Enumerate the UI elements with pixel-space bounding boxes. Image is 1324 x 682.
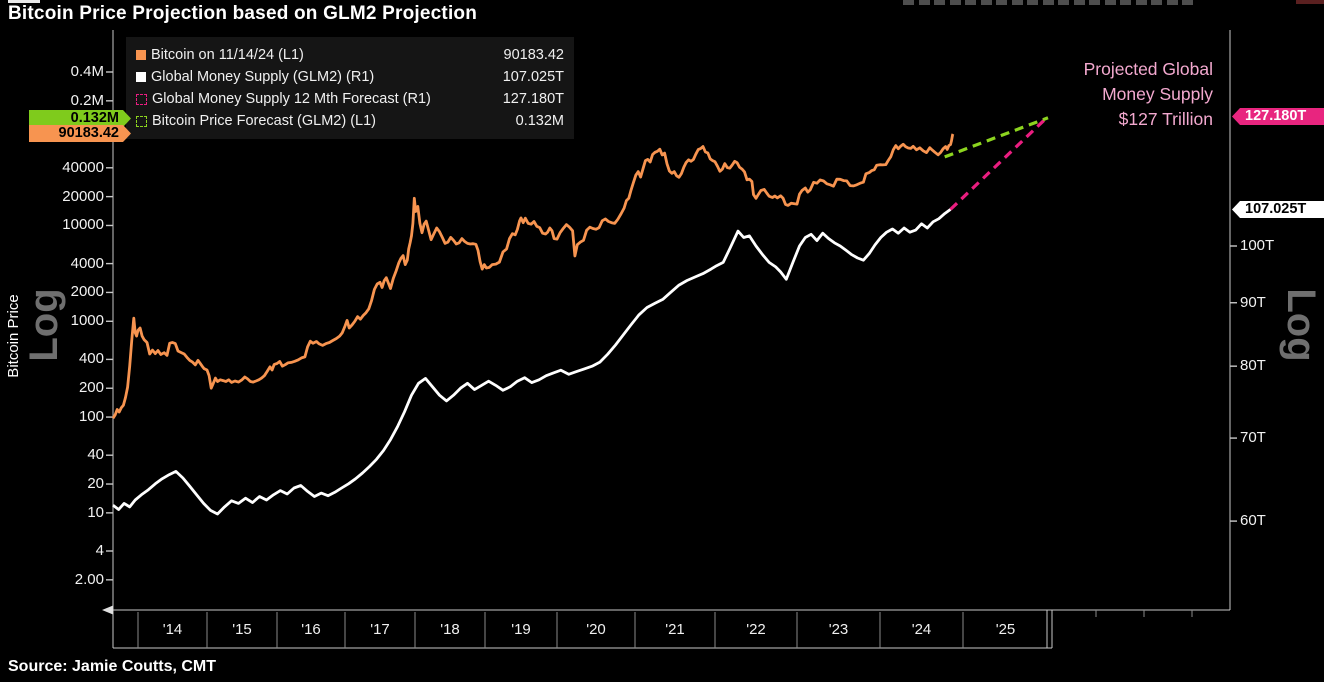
- source-line: Source: Jamie Coutts, CMT: [8, 658, 217, 675]
- right-axis-log-watermark: Log: [1279, 288, 1323, 362]
- x-axis-tick-label: '14: [162, 621, 183, 638]
- right-axis-tick-label: 60T: [1240, 512, 1266, 530]
- right-axis-tick-label: 80T: [1240, 357, 1266, 375]
- x-axis-tick-label: '23: [828, 621, 849, 638]
- x-axis-tick-label: '18: [440, 621, 460, 638]
- left-axis-tick-label: 4000: [70, 254, 104, 272]
- right-axis-tick-label: 70T: [1240, 429, 1266, 447]
- axis-badge-127-180t: 127.180T: [1232, 108, 1324, 125]
- right-axis-tick-label: 100T: [1240, 237, 1275, 254]
- x-axis-tick-label: '25: [995, 621, 1016, 638]
- x-axis-tick-label: '24: [911, 621, 932, 638]
- left-axis-tick-label: 400: [78, 350, 104, 368]
- left-axis-tick-label: 20: [87, 475, 104, 493]
- series-line-global-money-supply-12-mth-forecast: [949, 115, 1050, 211]
- left-axis-tick-label: 2.00: [74, 570, 104, 588]
- left-axis-tick-label: 40000: [62, 158, 104, 176]
- left-axis-tick-label: 4: [95, 541, 104, 559]
- x-axis-tick-label: '16: [301, 621, 321, 638]
- x-axis-tick-label: '21: [665, 621, 685, 638]
- annotation-line: Projected Global: [1083, 59, 1213, 79]
- legend-item-gms-forecast[interactable]: Global Money Supply 12 Mth Forecast (R1)…: [136, 88, 564, 110]
- annotation-line: $127 Trillion: [1118, 109, 1213, 129]
- x-axis-tick-label: '17: [370, 621, 390, 638]
- legend-item-bitcoin[interactable]: Bitcoin on 11/14/24 (L1) 90183.42: [136, 44, 564, 66]
- left-axis-tick-label: 40: [87, 446, 104, 464]
- page-title: Bitcoin Price Projection based on GLM2 P…: [8, 3, 478, 24]
- annotation-line: Money Supply: [1102, 84, 1213, 104]
- x-axis-tick-label: '20: [586, 621, 606, 638]
- x-axis-tick-label: '22: [746, 621, 766, 638]
- x-axis-tick-label: '19: [511, 621, 531, 638]
- left-axis-tick-label: 10000: [62, 216, 104, 234]
- legend-value: 0.132M: [515, 113, 564, 129]
- axis-badge-107-025t: 107.025T: [1232, 201, 1324, 218]
- legend-label: Global Money Supply (GLM2) (R1): [151, 69, 375, 85]
- legend-label: Global Money Supply 12 Mth Forecast (R1): [152, 91, 431, 107]
- left-axis-tick-label: 20000: [62, 187, 104, 205]
- left-axis-tick-label: 0.2M: [70, 91, 104, 109]
- clipped-header-fragment: [903, 0, 1193, 5]
- left-axis-tick-label: 200: [78, 379, 104, 397]
- legend-item-bitcoin-forecast[interactable]: Bitcoin Price Forecast (GLM2) (L1) 0.132…: [136, 110, 564, 132]
- series-line-bitcoin-price-forecast-glm2-: [944, 116, 1049, 159]
- series-swatch-icon: [136, 93, 147, 105]
- axis-badge-90183-42: 90183.42: [29, 125, 131, 142]
- series-swatch-icon: [136, 50, 146, 60]
- series-swatch-icon: [136, 115, 147, 127]
- right-axis-tick-label: 90T: [1240, 293, 1266, 311]
- legend-label: Bitcoin on 11/14/24 (L1): [151, 47, 304, 63]
- legend-value: 127.180T: [502, 91, 564, 107]
- legend-value: 107.025T: [502, 69, 564, 85]
- series-swatch-icon: [136, 72, 146, 82]
- left-axis-tick-label: 1000: [70, 312, 104, 330]
- left-axis-tick-label: 2000: [70, 283, 104, 301]
- axis-badge-0-132m: 0.132M: [29, 110, 131, 127]
- projection-annotation: Projected Global Money Supply $127 Trill…: [985, 57, 1213, 132]
- series-line-bitcoin-on-11-14-24: [111, 133, 955, 420]
- legend-label: Bitcoin Price Forecast (GLM2) (L1): [152, 113, 377, 129]
- legend-value: 90183.42: [503, 47, 564, 63]
- x-axis-tick-label: '15: [232, 621, 252, 638]
- legend-item-global-money-supply[interactable]: Global Money Supply (GLM2) (R1) 107.025T: [136, 66, 564, 88]
- left-axis-tick-label: 100: [78, 408, 104, 426]
- left-axis-tick-label: 0.4M: [70, 62, 104, 80]
- clipped-header-fragment-left: [8, 0, 40, 3]
- left-axis-title: Bitcoin Price: [5, 294, 22, 378]
- chart-legend: Bitcoin on 11/14/24 (L1) 90183.42 Global…: [126, 37, 574, 139]
- left-axis-tick-label: 10: [87, 503, 104, 521]
- clipped-header-fragment-red: [1296, 0, 1324, 4]
- series-line-global-money-supply-glm2-: [112, 208, 952, 516]
